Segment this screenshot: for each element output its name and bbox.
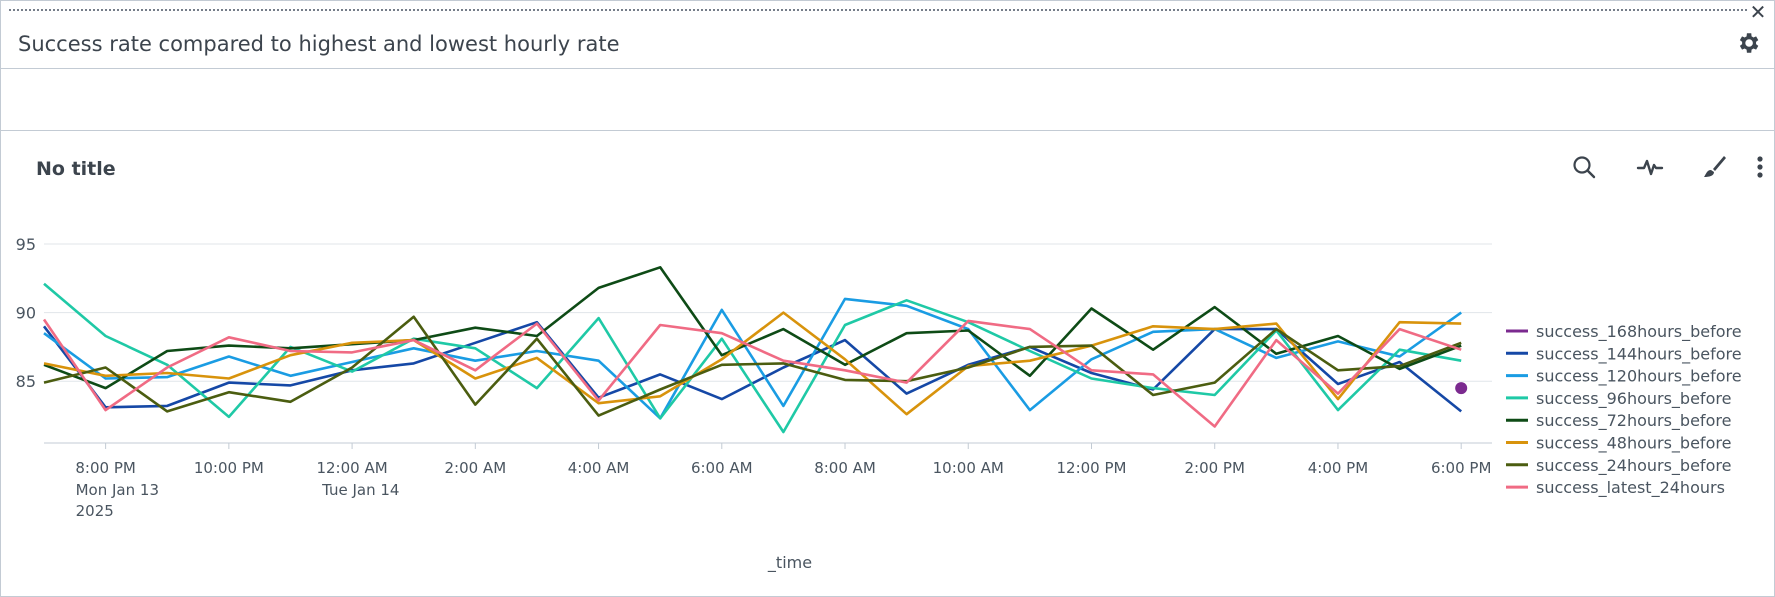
legend-item: success_168hours_before bbox=[1536, 322, 1742, 342]
x-tick-label: 6:00 AM bbox=[691, 459, 753, 477]
x-tick-sublabel: Mon Jan 13 bbox=[76, 481, 159, 499]
x-tick-label: 10:00 PM bbox=[194, 459, 264, 477]
x-tick-label: 12:00 AM bbox=[316, 459, 387, 477]
more-vertical-icon[interactable] bbox=[1750, 153, 1770, 181]
legend-item: success_48hours_before bbox=[1536, 434, 1731, 454]
x-tick-label: 8:00 PM bbox=[75, 459, 135, 477]
panel-header: Success rate compared to highest and low… bbox=[0, 20, 1775, 69]
x-tick-label: 8:00 AM bbox=[814, 459, 876, 477]
legend-item: success_24hours_before bbox=[1536, 456, 1731, 476]
input-row bbox=[0, 69, 1775, 131]
legend-item: success_120hours_before bbox=[1536, 367, 1742, 387]
legend-item: success_72hours_before bbox=[1536, 411, 1731, 431]
series-line bbox=[43, 297, 1462, 420]
legend-item: success_latest_24hours bbox=[1536, 478, 1725, 498]
legend-item: success_144hours_before bbox=[1536, 344, 1742, 364]
x-tick-label: 2:00 PM bbox=[1184, 459, 1244, 477]
visualization-title: No title bbox=[36, 158, 116, 180]
brush-icon[interactable] bbox=[1700, 153, 1728, 181]
x-tick-sublabel: 2025 bbox=[76, 502, 114, 520]
y-tick-label: 95 bbox=[16, 235, 36, 254]
legend-item: success_96hours_before bbox=[1536, 389, 1731, 409]
series-line bbox=[43, 315, 1462, 417]
x-tick-sublabel: Tue Jan 14 bbox=[321, 481, 399, 499]
search-icon[interactable] bbox=[1570, 153, 1598, 181]
gear-icon[interactable] bbox=[1735, 30, 1761, 56]
x-tick-label: 10:00 AM bbox=[933, 459, 1004, 477]
line-chart: 85 90 95 8:00 PM Mon Jan 13 2025 10:00 PM 12:00… bbox=[16, 235, 1742, 573]
pulse-icon[interactable] bbox=[1636, 153, 1664, 181]
series-line bbox=[42, 318, 1462, 428]
series-line bbox=[43, 266, 1462, 390]
x-tick-label: 12:00 PM bbox=[1056, 459, 1126, 477]
panel-title: Success rate compared to highest and low… bbox=[18, 32, 620, 56]
series-line bbox=[43, 311, 1462, 416]
data-point bbox=[1455, 382, 1468, 395]
x-tick-label: 4:00 AM bbox=[568, 459, 630, 477]
drag-handle[interactable] bbox=[8, 8, 1748, 13]
y-tick-label: 85 bbox=[16, 372, 36, 391]
close-icon[interactable]: ✕ bbox=[1749, 0, 1767, 24]
x-tick-label: 2:00 AM bbox=[444, 459, 506, 477]
x-axis-label: _time bbox=[767, 553, 812, 573]
x-tick-label: 4:00 PM bbox=[1308, 459, 1368, 477]
y-tick-label: 90 bbox=[16, 304, 36, 323]
x-tick-label: 6:00 PM bbox=[1431, 459, 1491, 477]
